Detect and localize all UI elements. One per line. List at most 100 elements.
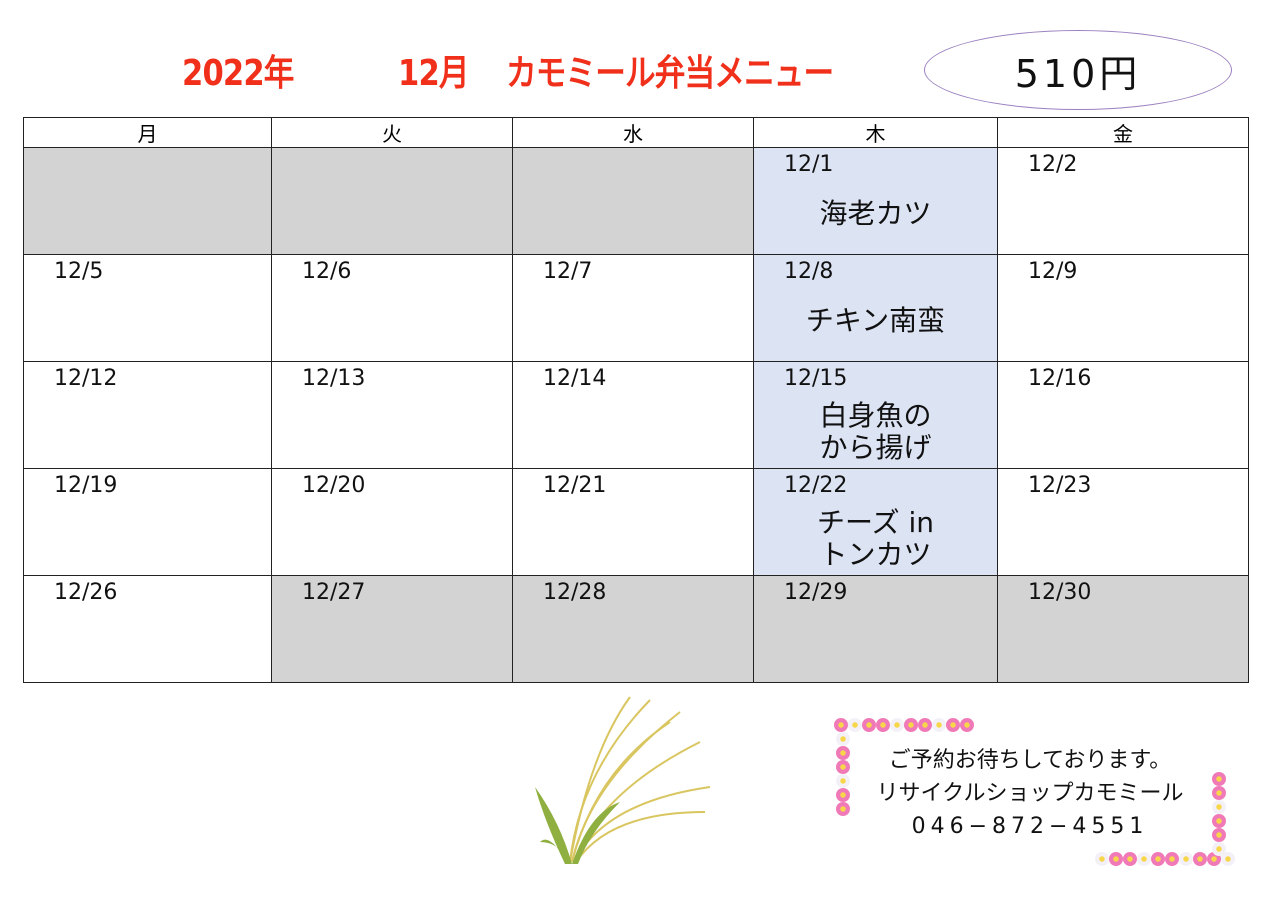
pampas-grass-icon (535, 696, 711, 864)
flower-icon (836, 802, 850, 816)
day-cell: 12/26 (23, 575, 272, 683)
day-cell: 12/19 (23, 468, 272, 576)
flower-icon (1123, 852, 1137, 866)
title-month: 12月 (398, 53, 469, 94)
flower-icon (1165, 852, 1179, 866)
day-cell: 12/1 海老カツ (753, 147, 998, 255)
day-cell: 12/2 (997, 147, 1249, 255)
day-cell: 12/22 チーズ in トンカツ (753, 468, 998, 576)
day-date: 12/28 (543, 580, 607, 605)
day-cell (23, 147, 272, 255)
flower-icon (836, 760, 850, 774)
flower-icon (1179, 852, 1193, 866)
day-date: 12/20 (302, 473, 366, 498)
day-date: 12/21 (543, 473, 607, 498)
menu-calendar: 月火水木金 12/1 海老カツ 12/2 12/5 12/6 12/7 12/8 チキン南蛮 1… (23, 117, 1249, 683)
day-cell: 12/12 (23, 361, 272, 469)
day-date: 12/26 (54, 580, 118, 605)
day-cell: 12/7 (512, 254, 754, 362)
weekday-header: 水 (512, 117, 754, 148)
day-date: 12/16 (1028, 366, 1092, 391)
day-date: 12/9 (1028, 259, 1078, 284)
day-date: 12/2 (1028, 152, 1078, 177)
reservation-notice: ご予約お待ちしております。 リサイクルショップカモミール 046−872−455… (830, 716, 1235, 868)
weekday-header: 月 (23, 117, 272, 148)
flower-icon (1212, 828, 1226, 842)
day-date: 12/15 (784, 366, 848, 391)
flower-icon (1137, 852, 1151, 866)
menu-item: チキン南蛮 (805, 304, 946, 337)
weekday-header: 火 (271, 117, 513, 148)
day-cell (512, 147, 754, 255)
price-badge: 510円 (924, 30, 1232, 110)
day-cell: 12/23 (997, 468, 1249, 576)
flower-icon (1193, 852, 1207, 866)
day-cell: 12/8 チキン南蛮 (753, 254, 998, 362)
week-row: 12/5 12/6 12/7 12/8 チキン南蛮 12/9 (23, 254, 1249, 362)
flower-icon (1109, 852, 1123, 866)
day-cell: 12/9 (997, 254, 1249, 362)
menu-item: チーズ in トンカツ (816, 506, 935, 571)
day-date: 12/30 (1028, 580, 1092, 605)
day-cell: 12/29 (753, 575, 998, 683)
weekday-header: 金 (997, 117, 1249, 148)
week-row: 12/1 海老カツ 12/2 (23, 147, 1249, 255)
flower-icon (836, 774, 850, 788)
day-date: 12/5 (54, 259, 104, 284)
week-row: 12/26 12/27 12/28 12/29 12/30 (23, 575, 1249, 683)
day-date: 12/1 (784, 152, 834, 177)
day-date: 12/6 (302, 259, 352, 284)
flower-icon (932, 718, 946, 732)
flower-icon (862, 718, 876, 732)
flower-icon (1212, 842, 1226, 856)
menu-item: 海老カツ (819, 197, 932, 230)
shop-name: リサイクルショップカモミール (876, 781, 1184, 806)
flower-icon (876, 718, 890, 732)
day-date: 12/19 (54, 473, 118, 498)
flower-icon (836, 746, 850, 760)
title-year: 2022年 (182, 53, 294, 94)
flower-icon (834, 718, 848, 732)
page-title: カモミール弁当メニュー (506, 53, 834, 94)
day-cell: 12/14 (512, 361, 754, 469)
week-row: 12/19 12/20 12/21 12/22 チーズ in トンカツ 12/23 (23, 468, 1249, 576)
flower-icon (918, 718, 932, 732)
day-cell: 12/21 (512, 468, 754, 576)
flower-icon (836, 788, 850, 802)
flower-icon (960, 718, 974, 732)
day-date: 12/12 (54, 366, 118, 391)
flower-icon (1212, 772, 1226, 786)
phone-number: 046−872−4551 (911, 814, 1149, 839)
flower-icon (1212, 814, 1226, 828)
day-date: 12/7 (543, 259, 593, 284)
day-date: 12/13 (302, 366, 366, 391)
day-cell: 12/6 (271, 254, 513, 362)
flower-icon (848, 718, 862, 732)
day-cell: 12/13 (271, 361, 513, 469)
week-row: 12/12 12/13 12/14 12/15 白身魚の から揚げ 12/16 (23, 361, 1249, 469)
day-cell (271, 147, 513, 255)
day-cell: 12/20 (271, 468, 513, 576)
flower-icon (1212, 800, 1226, 814)
day-date: 12/29 (784, 580, 848, 605)
flower-icon (1095, 852, 1109, 866)
flower-icon (946, 718, 960, 732)
day-cell: 12/5 (23, 254, 272, 362)
day-cell: 12/16 (997, 361, 1249, 469)
day-cell: 12/15 白身魚の から揚げ (753, 361, 998, 469)
flower-icon (1212, 786, 1226, 800)
day-cell: 12/30 (997, 575, 1249, 683)
day-cell: 12/27 (271, 575, 513, 683)
day-date: 12/23 (1028, 473, 1092, 498)
flower-icon (904, 718, 918, 732)
day-date: 12/27 (302, 580, 366, 605)
menu-item: 白身魚の から揚げ (819, 399, 932, 464)
day-date: 12/8 (784, 259, 834, 284)
flower-icon (890, 718, 904, 732)
weekday-header: 木 (753, 117, 998, 148)
day-cell: 12/28 (512, 575, 754, 683)
day-date: 12/14 (543, 366, 607, 391)
flower-icon (1221, 852, 1235, 866)
notice-line-1: ご予約お待ちしております。 (888, 748, 1172, 773)
flower-icon (836, 732, 850, 746)
